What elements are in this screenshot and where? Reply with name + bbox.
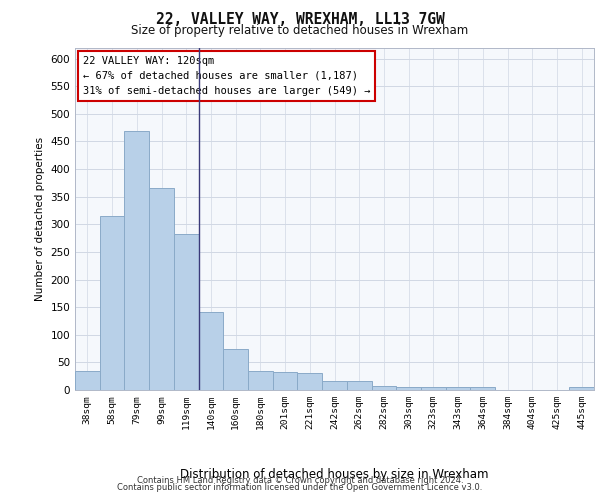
Text: 22 VALLEY WAY: 120sqm
← 67% of detached houses are smaller (1,187)
31% of semi-d: 22 VALLEY WAY: 120sqm ← 67% of detached …: [83, 56, 370, 96]
Bar: [347, 380, 371, 390]
Bar: [421, 387, 446, 390]
Bar: [470, 387, 495, 390]
Bar: [149, 188, 174, 390]
Bar: [223, 348, 248, 390]
Text: Contains HM Land Registry data © Crown copyright and database right 2024.: Contains HM Land Registry data © Crown c…: [137, 476, 463, 485]
Bar: [75, 371, 100, 390]
Bar: [371, 386, 396, 390]
Text: Size of property relative to detached houses in Wrexham: Size of property relative to detached ho…: [131, 24, 469, 37]
Text: 22, VALLEY WAY, WREXHAM, LL13 7GW: 22, VALLEY WAY, WREXHAM, LL13 7GW: [155, 12, 445, 28]
X-axis label: Distribution of detached houses by size in Wrexham: Distribution of detached houses by size …: [180, 468, 489, 481]
Bar: [396, 387, 421, 390]
Bar: [273, 372, 298, 390]
Bar: [100, 216, 124, 390]
Y-axis label: Number of detached properties: Number of detached properties: [35, 136, 45, 301]
Bar: [569, 386, 594, 390]
Bar: [124, 132, 149, 390]
Bar: [174, 234, 199, 390]
Bar: [446, 387, 470, 390]
Bar: [298, 374, 322, 390]
Bar: [322, 380, 347, 390]
Bar: [199, 312, 223, 390]
Bar: [248, 370, 273, 390]
Text: Contains public sector information licensed under the Open Government Licence v3: Contains public sector information licen…: [118, 484, 482, 492]
